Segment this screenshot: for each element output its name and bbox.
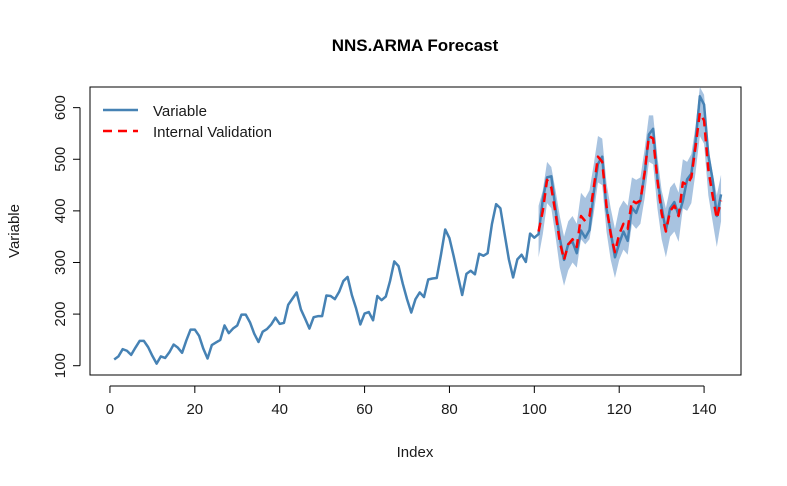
validation-line-layer	[537, 111, 723, 262]
legend-label-validation: Internal Validation	[153, 124, 272, 141]
y-axis-label: Variable	[6, 204, 23, 258]
variable-line-layer	[113, 95, 723, 365]
x-tick-label: 40	[271, 401, 288, 418]
x-tick-label: 80	[441, 401, 458, 418]
x-tick-label: 60	[356, 401, 373, 418]
plot-frame	[89, 86, 742, 376]
x-tick-label: 20	[186, 401, 203, 418]
y-tick-label: 200	[52, 302, 69, 327]
y-axis: 100 200 300 400 500 600	[52, 95, 81, 378]
series-line-internal-validation	[537, 111, 723, 262]
y-tick-label: 100	[52, 353, 69, 378]
x-axis-label: Index	[397, 444, 434, 461]
x-tick-label: 120	[607, 401, 632, 418]
series-line-variable	[113, 95, 723, 365]
legend: Variable Internal Validation	[103, 103, 272, 141]
y-tick-label: 300	[52, 250, 69, 275]
chart-title: NNS.ARMA Forecast	[332, 36, 499, 55]
x-axis: 0 20 40 60 80 100 120 140	[106, 385, 717, 418]
x-tick-label: 100	[522, 401, 547, 418]
x-tick-label: 140	[692, 401, 717, 418]
plot-area	[89, 86, 742, 376]
y-tick-label: 500	[52, 147, 69, 172]
legend-label-variable: Variable	[153, 103, 207, 120]
y-tick-label: 600	[52, 95, 69, 120]
y-tick-label: 400	[52, 198, 69, 223]
x-tick-label: 0	[106, 401, 114, 418]
